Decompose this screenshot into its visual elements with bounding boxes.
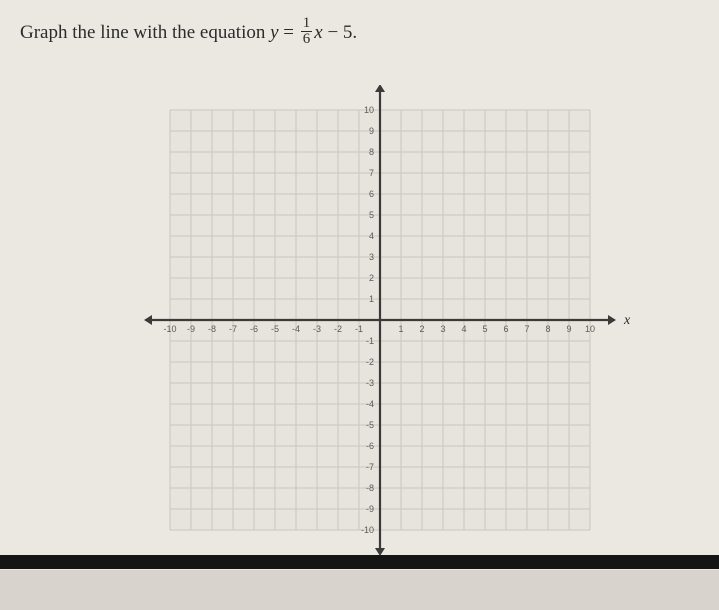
svg-text:8: 8 [369, 147, 374, 157]
worksheet-page: Graph the line with the equation y = 16x… [0, 0, 719, 570]
prompt-eq: = [279, 22, 299, 43]
svg-text:3: 3 [440, 324, 445, 334]
fraction: 16 [301, 16, 313, 47]
svg-text:7: 7 [369, 168, 374, 178]
svg-text:10: 10 [585, 324, 595, 334]
svg-text:-1: -1 [366, 336, 374, 346]
svg-text:4: 4 [369, 231, 374, 241]
svg-text:7: 7 [524, 324, 529, 334]
svg-text:-8: -8 [208, 324, 216, 334]
svg-text:-4: -4 [366, 399, 374, 409]
svg-text:-4: -4 [292, 324, 300, 334]
svg-text:10: 10 [364, 105, 374, 115]
svg-text:9: 9 [566, 324, 571, 334]
svg-text:3: 3 [369, 252, 374, 262]
svg-text:-9: -9 [187, 324, 195, 334]
fraction-denominator: 6 [301, 32, 313, 47]
svg-text:1: 1 [369, 294, 374, 304]
svg-text:-1: -1 [355, 324, 363, 334]
svg-text:2: 2 [369, 273, 374, 283]
svg-text:-5: -5 [366, 420, 374, 430]
svg-text:-7: -7 [366, 462, 374, 472]
svg-text:-6: -6 [250, 324, 258, 334]
svg-text:5: 5 [369, 210, 374, 220]
coordinate-grid[interactable]: xy-10-9-8-7-6-5-4-3-2-112345678910123456… [130, 85, 630, 565]
svg-text:-2: -2 [366, 357, 374, 367]
var-y: y [270, 22, 278, 43]
prompt-suffix: − 5. [323, 22, 357, 43]
svg-text:-6: -6 [366, 441, 374, 451]
svg-text:5: 5 [482, 324, 487, 334]
svg-text:2: 2 [419, 324, 424, 334]
svg-text:-9: -9 [366, 504, 374, 514]
svg-text:-10: -10 [163, 324, 176, 334]
problem-prompt: Graph the line with the equation y = 16x… [20, 18, 699, 49]
svg-text:6: 6 [369, 189, 374, 199]
svg-text:-3: -3 [313, 324, 321, 334]
fraction-numerator: 1 [301, 16, 313, 32]
bottom-strip [0, 555, 719, 569]
svg-text:8: 8 [545, 324, 550, 334]
grid-svg: xy-10-9-8-7-6-5-4-3-2-112345678910123456… [130, 85, 630, 565]
svg-text:-2: -2 [334, 324, 342, 334]
var-x: x [314, 22, 322, 43]
svg-text:-10: -10 [361, 525, 374, 535]
prompt-prefix: Graph the line with the equation [20, 22, 270, 43]
svg-text:1: 1 [398, 324, 403, 334]
svg-text:9: 9 [369, 126, 374, 136]
svg-text:-5: -5 [271, 324, 279, 334]
svg-text:6: 6 [503, 324, 508, 334]
svg-text:x: x [623, 313, 630, 328]
svg-text:-7: -7 [229, 324, 237, 334]
svg-text:-8: -8 [366, 483, 374, 493]
svg-text:4: 4 [461, 324, 466, 334]
svg-text:-3: -3 [366, 378, 374, 388]
